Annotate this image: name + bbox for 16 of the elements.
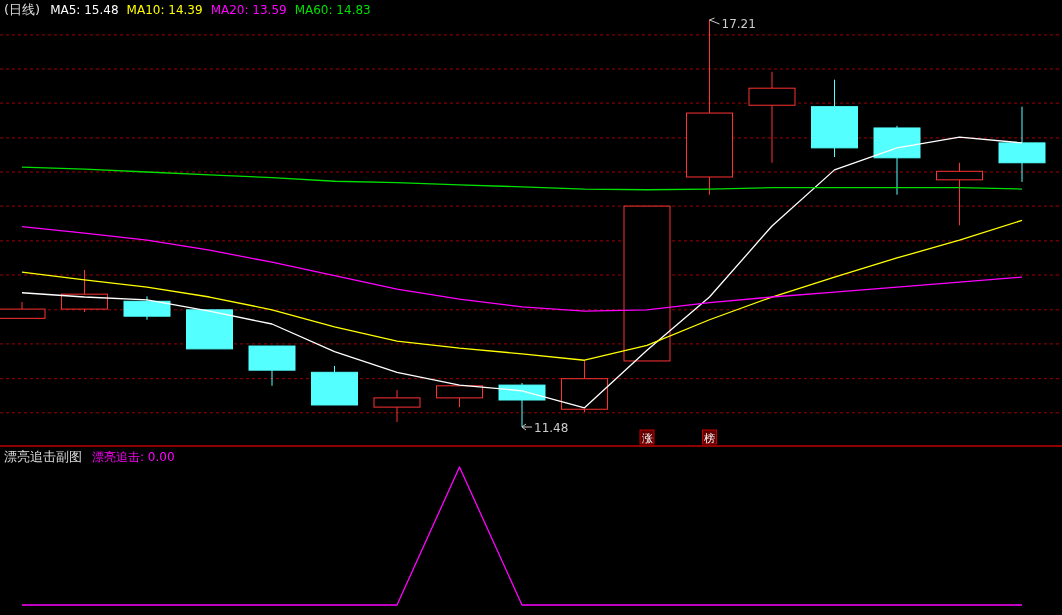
- candlestick: [873, 125, 921, 196]
- text: 漂亮追击: 0.00: [92, 450, 175, 464]
- text: MA20: 13.59: [210, 3, 287, 17]
- candlestick: [373, 389, 421, 423]
- text: MA5: 15.48: [50, 3, 119, 17]
- text: 涨: [641, 432, 653, 445]
- chart-title: (日线): [4, 2, 41, 17]
- chart-title: 漂亮追击副图: [4, 449, 82, 464]
- text: MA10: 14.39: [126, 3, 203, 17]
- candlestick: [748, 71, 796, 164]
- candlestick: [998, 106, 1046, 183]
- annotation: 11.48: [534, 421, 569, 435]
- candlestick: [123, 295, 171, 321]
- text: MA60: 14.83: [294, 3, 371, 17]
- annotation: 17.21: [721, 17, 756, 31]
- text: 榜: [704, 432, 715, 445]
